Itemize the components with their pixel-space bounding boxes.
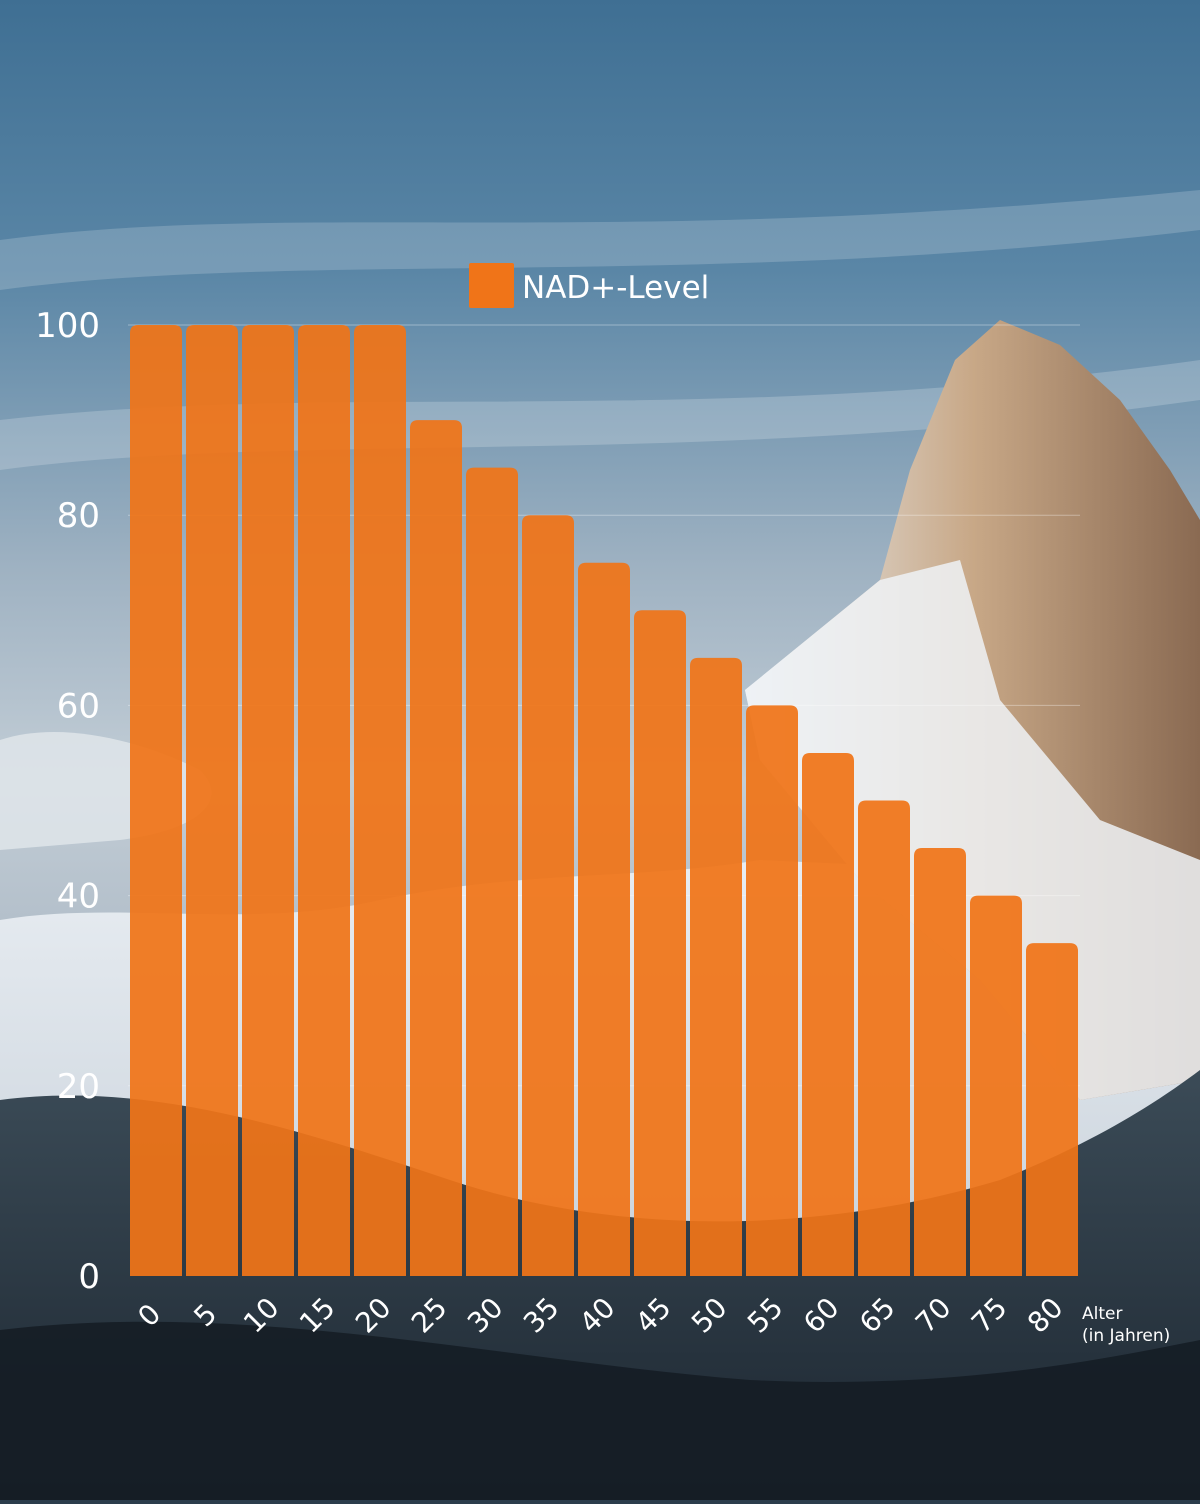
y-tick-label: 0 xyxy=(78,1257,100,1297)
legend-swatch xyxy=(469,263,514,308)
x-axis-title: Alter (in Jahren) xyxy=(1082,1304,1170,1346)
bar xyxy=(466,467,518,1276)
bar xyxy=(690,657,742,1276)
bar xyxy=(354,325,406,1276)
bar xyxy=(914,848,966,1276)
y-axis-ticks: 0 20 40 60 80 100 xyxy=(35,306,100,1297)
bar xyxy=(410,420,462,1277)
x-axis-title-line2: (in Jahren) xyxy=(1082,1326,1170,1346)
bar xyxy=(242,325,294,1276)
bar xyxy=(802,752,854,1276)
bar xyxy=(578,562,630,1276)
mountain-snow xyxy=(745,560,1200,1100)
bar xyxy=(186,325,238,1276)
y-tick-label: 80 xyxy=(57,496,100,536)
bar xyxy=(858,800,910,1276)
bar xyxy=(130,325,182,1276)
bar xyxy=(298,325,350,1276)
y-tick-label: 20 xyxy=(57,1067,100,1107)
legend-label: NAD+-Level xyxy=(522,270,709,306)
bar xyxy=(522,515,574,1276)
y-tick-label: 40 xyxy=(57,877,100,917)
bar xyxy=(1026,943,1078,1276)
forest-lower xyxy=(0,1321,1200,1500)
y-tick-label: 60 xyxy=(57,686,100,726)
cloud-streak xyxy=(0,190,1200,290)
y-tick-label: 100 xyxy=(35,306,100,346)
bars xyxy=(130,325,1078,1277)
legend: NAD+-Level xyxy=(469,263,709,308)
bar xyxy=(634,610,686,1276)
bar xyxy=(970,895,1022,1276)
x-axis-title-line1: Alter xyxy=(1082,1304,1122,1324)
bar xyxy=(746,705,798,1276)
